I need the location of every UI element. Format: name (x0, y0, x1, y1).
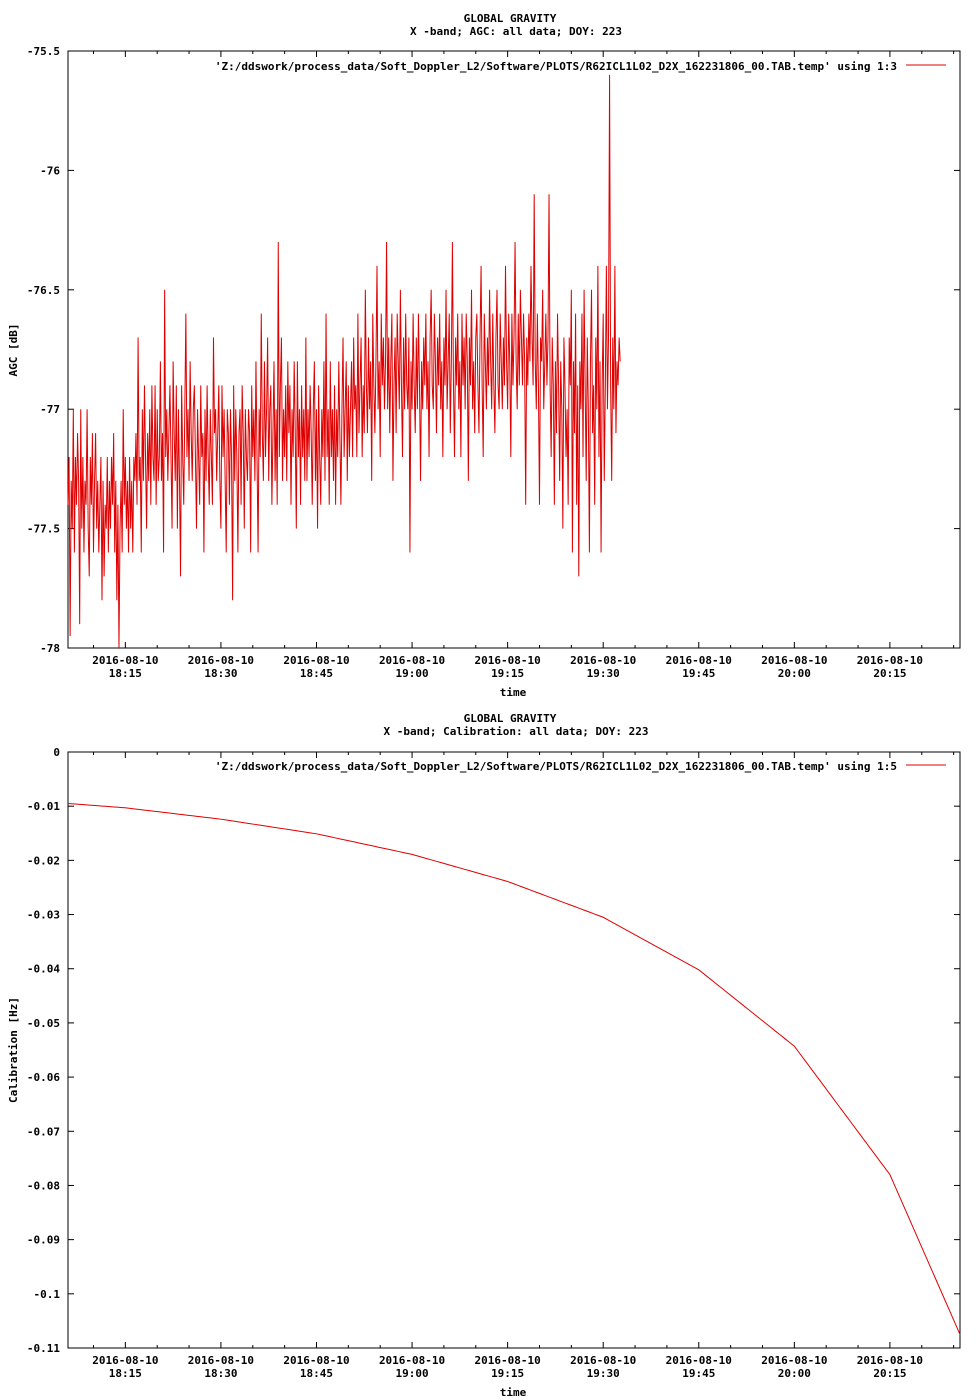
plot-frame (67, 50, 961, 649)
y-axis-label: Calibration [Hz] (7, 997, 20, 1103)
x-tick-date: 2016-08-10 (188, 654, 254, 667)
x-axis-label: time (500, 1386, 527, 1399)
y-tick-label: -76.5 (27, 284, 60, 297)
x-tick-time: 18:45 (300, 1367, 333, 1380)
y-tick-label: -0.08 (27, 1179, 60, 1192)
calibration-series-line (67, 802, 961, 1335)
x-tick-date: 2016-08-10 (92, 1354, 158, 1367)
y-tick-label: -0.06 (27, 1071, 60, 1084)
y-tick-label: -0.03 (27, 909, 60, 922)
y-tick-label: -0.11 (27, 1342, 60, 1355)
x-tick-time: 19:45 (682, 667, 715, 680)
y-tick-label: -78 (40, 642, 60, 655)
x-tick-date: 2016-08-10 (379, 1354, 445, 1367)
x-tick-date: 2016-08-10 (188, 1354, 254, 1367)
x-tick-date: 2016-08-10 (857, 1354, 923, 1367)
x-tick-date: 2016-08-10 (475, 1354, 541, 1367)
y-tick-label: -0.01 (27, 800, 60, 813)
chart-subtitle: X -band; AGC: all data; DOY: 223 (410, 25, 622, 38)
agc-series-line (67, 74, 621, 649)
y-tick-label: -76 (40, 164, 60, 177)
y-axis-label: AGC [dB] (7, 324, 20, 377)
y-tick-label: -0.09 (27, 1234, 60, 1247)
x-tick-date: 2016-08-10 (570, 654, 636, 667)
x-tick-date: 2016-08-10 (666, 654, 732, 667)
x-tick-time: 20:00 (778, 1367, 811, 1380)
x-tick-date: 2016-08-10 (666, 1354, 732, 1367)
y-tick-label: -77.5 (27, 523, 60, 536)
x-tick-date: 2016-08-10 (283, 1354, 349, 1367)
legend: 'Z:/ddswork/process_data/Soft_Doppler_L2… (215, 60, 946, 73)
y-tick-label: -0.1 (34, 1288, 61, 1301)
x-tick-date: 2016-08-10 (857, 654, 923, 667)
x-tick-time: 19:15 (491, 1367, 524, 1380)
chart-subtitle: X -band; Calibration: all data; DOY: 223 (384, 725, 649, 738)
x-tick-date: 2016-08-10 (761, 1354, 827, 1367)
x-tick-date: 2016-08-10 (475, 654, 541, 667)
x-tick-time: 18:15 (109, 667, 142, 680)
legend-label: 'Z:/ddswork/process_data/Soft_Doppler_L2… (215, 60, 897, 73)
y-tick-label: -0.07 (27, 1125, 60, 1138)
legend-label: 'Z:/ddswork/process_data/Soft_Doppler_L2… (215, 760, 897, 773)
y-tick-label: -0.02 (27, 854, 60, 867)
y-tick-label: -75.5 (27, 45, 60, 58)
x-tick-time: 19:45 (682, 1367, 715, 1380)
x-tick-time: 18:45 (300, 667, 333, 680)
y-tick-label: -0.05 (27, 1017, 60, 1030)
x-tick-time: 19:00 (395, 667, 428, 680)
legend: 'Z:/ddswork/process_data/Soft_Doppler_L2… (215, 760, 946, 773)
x-tick-date: 2016-08-10 (92, 654, 158, 667)
x-tick-time: 18:30 (204, 667, 237, 680)
chart-title: GLOBAL GRAVITY (464, 12, 557, 25)
x-tick-time: 19:00 (395, 1367, 428, 1380)
x-tick-time: 18:15 (109, 1367, 142, 1380)
chart-title: GLOBAL GRAVITY (464, 712, 557, 725)
x-tick-time: 20:15 (873, 1367, 906, 1380)
agc-chart: GLOBAL GRAVITY X -band; AGC: all data; D… (7, 12, 961, 699)
x-axis-label: time (500, 686, 527, 699)
plot-frame (67, 751, 961, 1349)
x-tick-time: 20:00 (778, 667, 811, 680)
x-tick-time: 19:15 (491, 667, 524, 680)
calibration-chart: GLOBAL GRAVITY X -band; Calibration: all… (7, 712, 961, 1399)
x-tick-date: 2016-08-10 (283, 654, 349, 667)
x-tick-time: 20:15 (873, 667, 906, 680)
x-tick-time: 18:30 (204, 1367, 237, 1380)
x-tick-date: 2016-08-10 (379, 654, 445, 667)
y-tick-label: -77 (40, 403, 60, 416)
y-tick-label: -0.04 (27, 963, 60, 976)
x-tick-time: 19:30 (587, 1367, 620, 1380)
x-tick-date: 2016-08-10 (761, 654, 827, 667)
y-tick-label: 0 (53, 746, 60, 759)
x-tick-time: 19:30 (587, 667, 620, 680)
x-tick-date: 2016-08-10 (570, 1354, 636, 1367)
